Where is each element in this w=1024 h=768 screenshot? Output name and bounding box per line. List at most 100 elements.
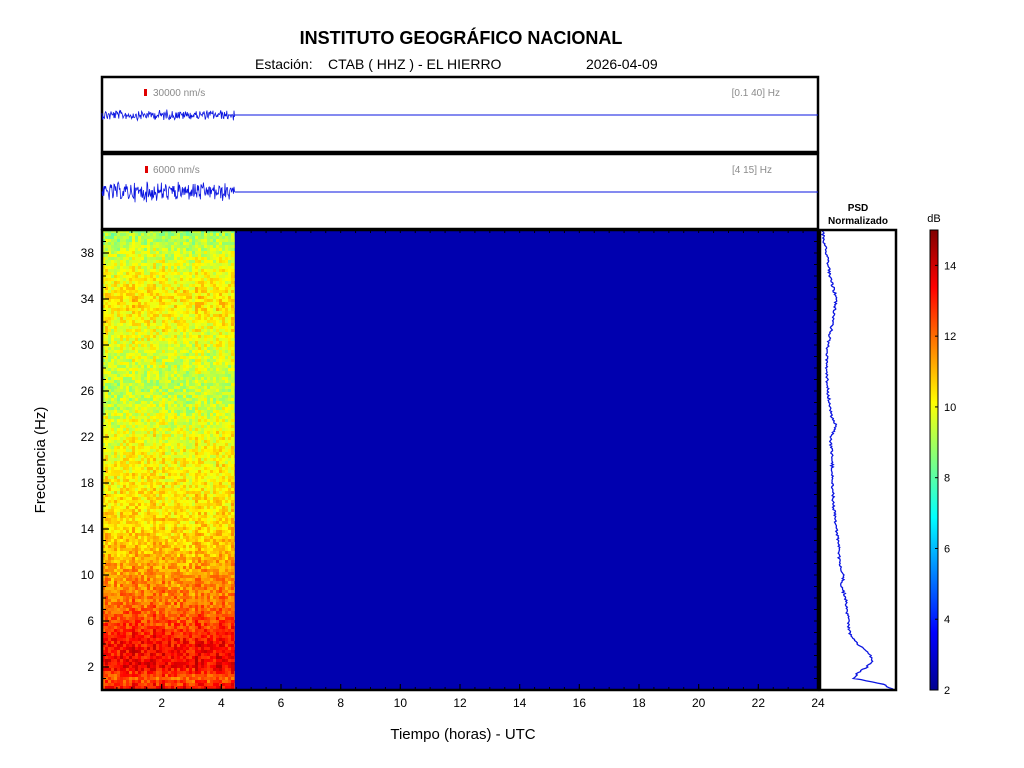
spectrogram-cell [174,296,177,299]
spectrogram-cell [189,533,192,536]
spectrogram-cell [120,548,123,551]
spectrogram-cell [102,347,105,350]
spectrogram-cell [141,659,144,662]
spectrogram-cell [186,359,189,362]
spectrogram-cell [135,272,138,275]
spectrogram-cell [138,551,141,554]
spectrogram-cell [156,392,159,395]
spectrogram-cell [114,344,117,347]
spectrogram-cell [135,614,138,617]
spectrogram-cell [168,473,171,476]
spectrogram-cell [141,482,144,485]
spectrogram-cell [147,605,150,608]
spectrogram-cell [117,365,120,368]
spectrogram-cell [171,602,174,605]
spectrogram-cell [132,389,135,392]
spectrogram-cell [126,446,129,449]
spectrogram-cell [192,515,195,518]
spectrogram-cell [153,299,156,302]
spectrogram-cell [108,503,111,506]
spectrogram-cell [162,524,165,527]
spectrogram-cell [165,422,168,425]
spectrogram-cell [192,617,195,620]
spectrogram-cell [129,455,132,458]
spectrogram-cell [183,254,186,257]
seismogram-broadband-trace [101,109,818,122]
spectrogram-cell [135,536,138,539]
spectrogram-cell [138,254,141,257]
spectrogram-cell [150,644,153,647]
spectrogram-cell [192,428,195,431]
spectrogram-cell [141,602,144,605]
spectrogram-cell [177,464,180,467]
spectrogram-cell [147,389,150,392]
spectrogram-cell [198,248,201,251]
spectrogram-cell [177,491,180,494]
spectrogram-cell [141,233,144,236]
spectrogram-cell [171,269,174,272]
spectrogram-cell [156,245,159,248]
spectrogram-cell [192,482,195,485]
spectrogram-cell [192,233,195,236]
spectrogram-cell [186,329,189,332]
spectrogram-cell [138,650,141,653]
spectrogram-cell [171,275,174,278]
spectrogram-cell [108,557,111,560]
spectrogram-cell [141,431,144,434]
spectrogram-cell [102,266,105,269]
spectrogram-cell [162,545,165,548]
spectrogram-cell [165,599,168,602]
spectrogram-cell [195,497,198,500]
spectrogram-cell [162,650,165,653]
spectrogram-cell [171,407,174,410]
spectrogram-cell [120,497,123,500]
spectrogram-cell [123,299,126,302]
spectrogram-cell [159,563,162,566]
spectrogram-cell [195,578,198,581]
spectrogram-cell [111,362,114,365]
spectrogram-cell [168,542,171,545]
spectrogram-cell [105,449,108,452]
spectrogram-cell [165,635,168,638]
spectrogram-cell [153,428,156,431]
spectrogram-cell [171,236,174,239]
spectrogram-cell [147,404,150,407]
spectrogram-cell [174,455,177,458]
spectrogram-cell [168,593,171,596]
spectrogram-cell [108,332,111,335]
spectrogram-cell [141,620,144,623]
spectrogram-cell [120,575,123,578]
spectrogram-cell [117,665,120,668]
spectrogram-cell [180,314,183,317]
spectrogram-cell [147,368,150,371]
spectrogram-cell [153,479,156,482]
spectrogram-cell [180,398,183,401]
spectrogram-cell [186,278,189,281]
spectrogram-cell [165,332,168,335]
spectrogram-cell [105,458,108,461]
spectrogram-cell [114,377,117,380]
spectrogram-cell [129,461,132,464]
spectrogram-cell [171,521,174,524]
spectrogram-cell [120,371,123,374]
spectrogram-cell [135,248,138,251]
spectrogram-cell [195,341,198,344]
spectrogram-cell [168,407,171,410]
spectrogram-cell [153,272,156,275]
spectrogram-cell [150,533,153,536]
spectrogram-cell [123,515,126,518]
spectrogram-cell [129,287,132,290]
spectrogram-cell [192,386,195,389]
spectrogram-cell [135,611,138,614]
seismogram-broadband-panel: 30000 nm/s [0.1 40] Hz [100,75,820,154]
spectrogram-cell [123,413,126,416]
spectrogram-cell [147,263,150,266]
spectrogram-cell [114,302,117,305]
spectrogram-cell [174,677,177,680]
spectrogram-cell [126,425,129,428]
spectrogram-cell [177,596,180,599]
spectrogram-cell [177,461,180,464]
spectrogram-cell [141,419,144,422]
spectrogram-cell [171,620,174,623]
spectrogram-cell [108,455,111,458]
